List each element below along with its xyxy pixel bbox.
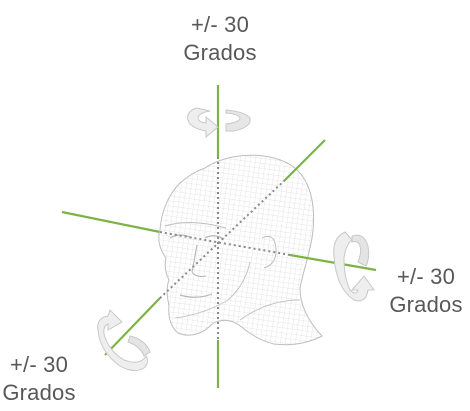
brow	[164, 222, 227, 229]
depth-axis-bottom	[104, 297, 161, 356]
dotted-axes	[159, 157, 291, 340]
rotation-arrow-vertical-axis-icon	[187, 107, 251, 139]
dotted-horizontal-axis	[159, 231, 291, 256]
nose	[191, 244, 207, 278]
label-right-range: +/- 30	[396, 264, 456, 289]
mouth	[179, 293, 213, 298]
green-axes-back	[61, 85, 220, 234]
green-axes-front	[104, 139, 377, 388]
label-depth-rotation: +/- 30 Grados	[0, 351, 78, 407]
horizontal-axis-right	[289, 253, 377, 272]
rotation-arrow-horizontal-axis-icon	[333, 231, 375, 302]
label-left-range: +/- 30	[9, 352, 69, 377]
label-horizontal-rotation: +/- 30 Grados	[380, 263, 470, 319]
neck	[239, 299, 301, 321]
label-right-unit: Grados	[389, 292, 463, 317]
label-left-unit: Grados	[2, 380, 76, 405]
rotation-arrow-depth-axis-icon	[97, 309, 151, 372]
ear	[261, 235, 277, 269]
depth-axis-top	[284, 139, 326, 181]
label-top-range: +/- 30	[190, 12, 250, 37]
horizontal-axis-left	[61, 210, 161, 234]
dotted-depth-axis	[159, 179, 286, 299]
label-top-unit: Grados	[183, 40, 257, 65]
label-vertical-rotation: +/- 30 Grados	[170, 11, 270, 67]
wireframe-head-icon	[158, 154, 323, 346]
jaw	[174, 261, 251, 319]
